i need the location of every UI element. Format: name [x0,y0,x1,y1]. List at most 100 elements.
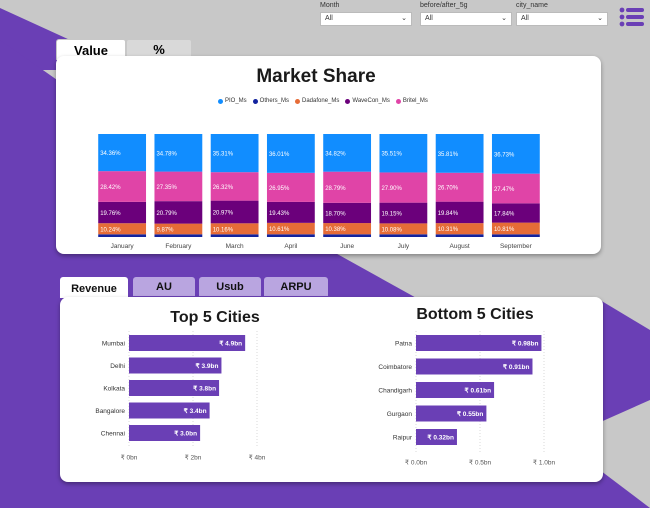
category-label: Coimbatore [378,364,412,371]
slicer-before-after[interactable]: before/after_5g All ⌄ [420,2,512,26]
slicer-dropdown[interactable]: All ⌄ [420,12,512,26]
x-tick-label: ₹ 0.0bn [405,459,428,467]
slicer-label: city_name [516,2,548,9]
x-tick-label: June [340,243,354,250]
x-tick-label: February [165,243,192,250]
bar-segment [210,223,259,235]
bar [129,425,201,441]
bar [129,357,222,374]
data-label: 34.82% [325,151,346,157]
data-label: 20.79% [156,211,177,217]
data-label: 17.84% [494,211,515,217]
category-label: Chennai [101,431,125,438]
data-label: 10.08% [381,227,402,233]
x-tick-label: August [450,243,470,250]
bar-segment [379,134,428,173]
bar-segment [210,200,259,224]
bar [416,429,457,445]
data-label: 10.31% [438,227,459,233]
bar-segment [266,172,315,202]
x-tick-label: September [500,243,533,250]
legend-marker [252,98,258,104]
category-label: Delhi [110,363,125,370]
data-label: ₹ 0.32bn [427,434,454,442]
legend-label: Dadafone_Ms [302,98,340,104]
data-label: 19.43% [269,211,290,217]
x-tick-label: ₹ 1.0bn [533,459,556,467]
data-label: 19.76% [100,211,121,217]
legend-marker [295,98,301,104]
category-label: Mumbai [102,341,125,348]
bar-segment [379,172,428,203]
legend-item: Others_Ms [252,98,290,104]
bar-segment [491,234,540,237]
bar-segment [491,134,540,174]
data-label: ₹ 0.55bn [457,410,484,418]
bar-segment [491,203,540,223]
data-label: 10.16% [213,227,234,233]
bar-segment [435,234,484,237]
bar-segment [98,201,147,224]
top5-chart: ₹ 0bn ₹ 2bn ₹ 4bn Mumbai ₹ 4.9bn Delhi ₹ 3.9bn… [95,331,266,462]
menu-icon[interactable] [618,6,646,28]
tab-au[interactable]: AU [133,277,195,296]
data-label: 35.31% [213,152,234,158]
data-label: 18.70% [325,211,346,217]
bar [129,402,210,419]
data-label: 35.81% [438,152,459,158]
data-label: 9.87% [156,227,174,233]
revenue-card: Top 5 Cities Bottom 5 Cities ₹ 0bn ₹ 2bn ₹… [60,297,603,482]
data-label: 27.35% [156,185,177,191]
slicer-dropdown[interactable]: All ⌄ [516,12,608,26]
tab-usub[interactable]: Usub [199,277,261,296]
data-label: 36.73% [494,152,515,158]
bar-segment [323,202,372,224]
data-label: 10.24% [100,227,121,233]
data-label: ₹ 0.91bn [503,363,530,371]
market-share-title: Market Share [256,66,376,87]
category-label: Kolkata [103,386,125,393]
bottom5-title: Bottom 5 Cities [416,306,534,323]
data-label: 20.97% [213,210,234,216]
chevron-down-icon: ⌄ [597,15,603,22]
legend-label: Others_Ms [259,98,290,104]
bar-segment [491,173,540,204]
bar-segment [154,171,203,202]
bar-segment [435,172,484,202]
chevron-down-icon: ⌄ [401,15,407,22]
tab-value[interactable]: Value [56,39,126,60]
x-tick-label: ₹ 0.5bn [469,459,492,467]
x-tick-label: ₹ 2bn [185,454,202,462]
bar-segment [435,134,484,173]
bar-segment [435,201,484,224]
legend-marker [395,98,401,104]
bar-segment [154,134,203,172]
tab-arpu[interactable]: ARPU [264,277,328,296]
bar-segment [210,172,259,201]
data-label: 26.32% [213,185,234,191]
bar-segment [266,222,315,235]
bar [416,405,487,422]
legend-item: Britel_Ms [395,98,428,104]
slicer-dropdown[interactable]: All ⌄ [320,12,412,26]
data-label: ₹ 0.61bn [465,387,492,395]
bar-segment [98,234,147,237]
legend-label: Britel_Ms [402,98,428,104]
bar-segment [98,171,147,202]
data-label: 28.79% [325,186,346,192]
bar [129,380,220,396]
category-label: Raipur [393,435,413,442]
bottom5-chart: ₹ 0.0bn ₹ 0.5bn ₹ 1.0bn Patna ₹ 0.98bn Coimba… [378,331,556,467]
slicer-month[interactable]: Month All ⌄ [320,2,412,26]
data-label: 19.15% [381,212,402,218]
bar-segment [210,234,259,237]
bar-segment [323,134,372,172]
bar-segment [435,223,484,235]
tab-percent[interactable]: % [126,39,192,58]
data-label: 27.47% [494,187,515,193]
tab-revenue[interactable]: Revenue [60,277,128,298]
slicer-city-name[interactable]: city_name All ⌄ [516,2,608,26]
bar-segment [154,223,203,235]
data-label: ₹ 0.98bn [512,340,539,348]
legend-label: WaveCon_Ms [352,98,390,104]
